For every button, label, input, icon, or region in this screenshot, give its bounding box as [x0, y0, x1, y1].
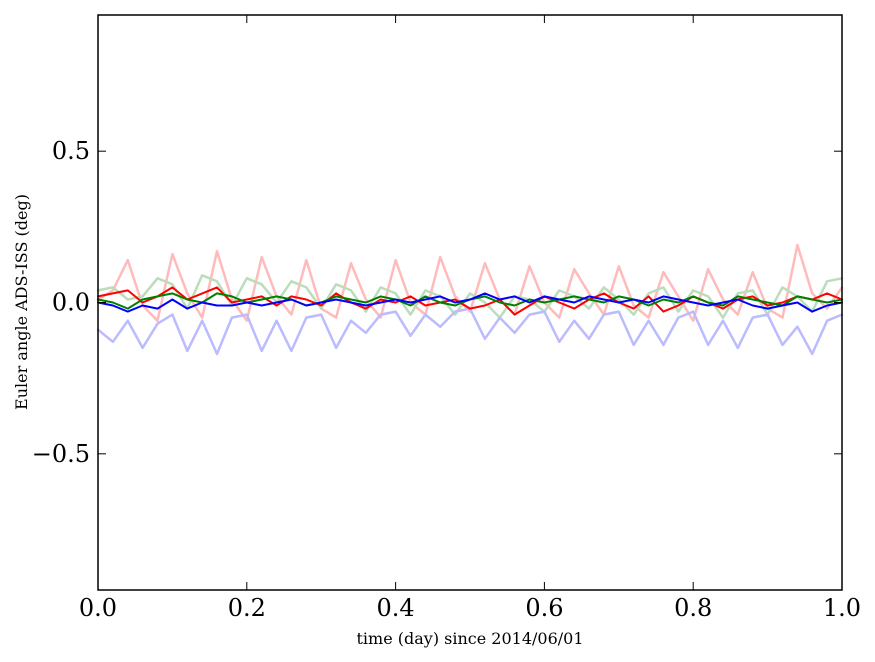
x-tick-label: 0.2: [228, 594, 266, 622]
series-line-4: [97, 286, 843, 316]
ticks-layer: [97, 15, 843, 590]
y-axis-label: Euler angle ADS-ISS (deg): [12, 194, 31, 410]
y-tick-label: 0.5: [52, 137, 90, 165]
x-tick-label: 0.6: [525, 594, 563, 622]
series-line-6: [97, 292, 843, 313]
x-tick-label: 0.8: [674, 594, 712, 622]
x-tick-label: 0.4: [377, 594, 415, 622]
series-line-1: [96, 243, 844, 322]
x-tick-label: 1.0: [823, 594, 861, 622]
series-layer: [96, 243, 844, 356]
y-tick-label: −0.5: [32, 440, 90, 468]
series-line-3: [96, 307, 844, 356]
series-line-2: [96, 274, 844, 319]
plot-frame: [97, 14, 843, 591]
x-axis-label: time (day) since 2014/06/01: [356, 629, 583, 648]
tick-labels: 0.0 0.2 0.4 0.6 0.8 1.0 0.5 0.0 −0.5: [32, 137, 861, 622]
y-tick-label: 0.0: [52, 289, 90, 317]
x-tick-label: 0.0: [79, 594, 117, 622]
